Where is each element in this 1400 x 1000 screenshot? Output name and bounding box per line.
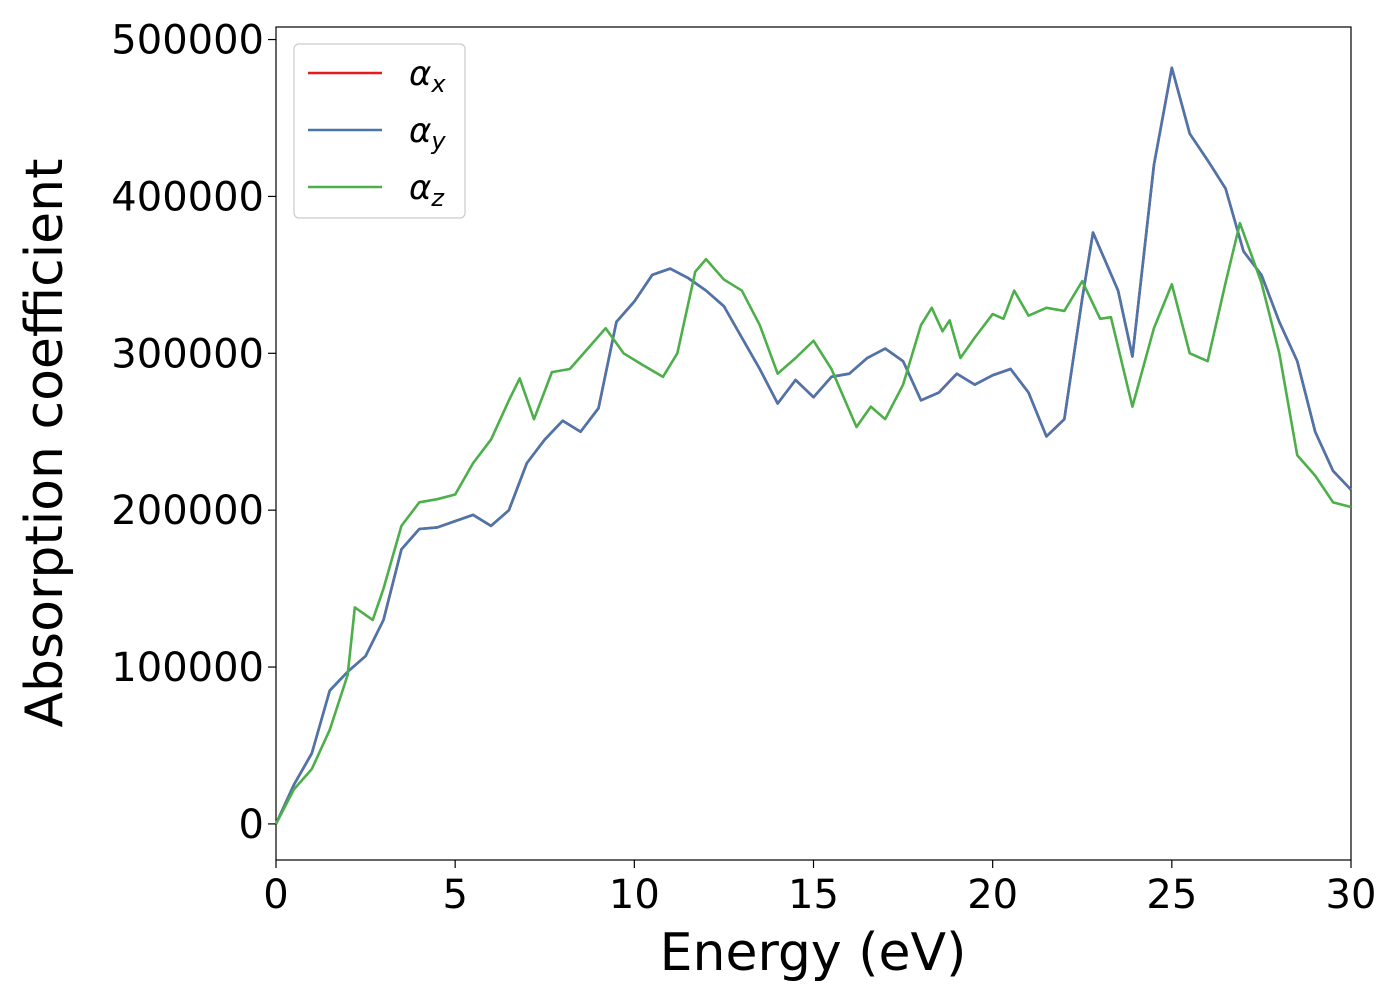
x-tick-label: 5 — [442, 872, 467, 918]
x-tick-label: 20 — [967, 872, 1018, 918]
x-tick-label: 10 — [609, 872, 660, 918]
legend-label: αz — [409, 168, 445, 212]
x-tick-label: 0 — [263, 872, 288, 918]
series-line — [274, 221, 1352, 825]
series-line — [274, 66, 1352, 825]
x-tick-label: 15 — [788, 872, 839, 918]
x-axis-label: Energy (eV) — [660, 923, 967, 983]
y-tick-label: 200000 — [111, 488, 264, 534]
y-tick-label: 100000 — [111, 645, 264, 691]
x-tick-label: 30 — [1326, 872, 1377, 918]
x-tick-label: 25 — [1146, 872, 1197, 918]
legend-label: αy — [409, 111, 446, 155]
legend-label: αx — [409, 54, 446, 98]
y-axis-label: Absorption coefficient — [15, 158, 75, 727]
y-tick-label: 400000 — [111, 174, 264, 220]
y-tick-label: 0 — [239, 802, 264, 848]
y-tick-label: 500000 — [111, 18, 264, 64]
y-tick-label: 300000 — [111, 331, 264, 377]
